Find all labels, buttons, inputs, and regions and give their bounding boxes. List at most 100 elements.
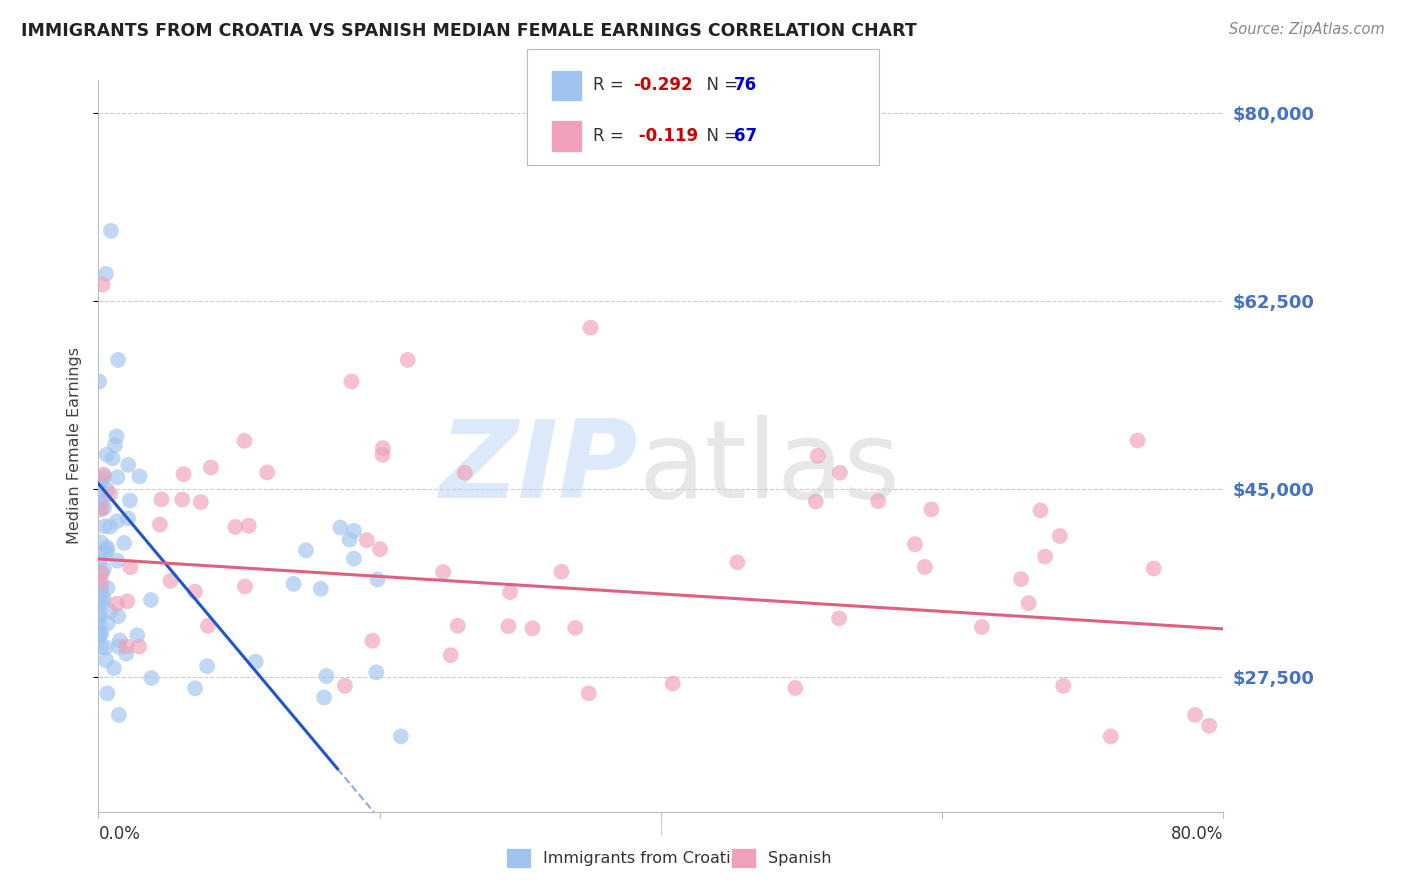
Point (100, 224, 122, 238)
Point (172, 492, 194, 507)
Point (89, 555, 111, 569)
Point (91, 467, 114, 482)
Point (89, 629, 111, 643)
Point (89, 478, 111, 492)
Point (295, 543, 318, 558)
Point (139, 593, 162, 607)
Point (197, 619, 219, 633)
Point (117, 458, 139, 472)
Point (90, 566, 112, 581)
Point (499, 585, 522, 599)
Point (90, 535, 112, 549)
Point (159, 574, 181, 588)
Point (115, 647, 138, 661)
Point (371, 448, 394, 462)
Point (105, 597, 128, 611)
Text: -0.119: -0.119 (633, 127, 697, 145)
Point (108, 707, 131, 722)
Point (149, 517, 172, 532)
Point (550, 565, 572, 579)
Point (107, 470, 129, 484)
Point (120, 560, 142, 574)
Point (970, 620, 993, 634)
Point (91, 494, 114, 508)
Text: 76: 76 (734, 76, 756, 95)
Point (94, 519, 117, 533)
Point (107, 353, 129, 368)
Point (97, 616, 120, 631)
Point (1198, 719, 1220, 733)
Point (309, 582, 332, 596)
Point (440, 648, 463, 663)
Point (920, 502, 942, 516)
Point (96, 686, 118, 700)
Point (454, 466, 477, 480)
Point (89, 501, 111, 516)
Text: Source: ZipAtlas.com: Source: ZipAtlas.com (1229, 22, 1385, 37)
Point (564, 621, 586, 635)
Point (1033, 549, 1056, 564)
Point (200, 460, 222, 475)
Point (904, 537, 927, 551)
Point (94, 545, 117, 559)
Text: Spanish: Spanish (768, 851, 831, 865)
Point (89, 489, 111, 503)
Point (89, 607, 111, 622)
Point (1029, 503, 1052, 517)
Point (312, 690, 335, 705)
Point (90, 640, 112, 654)
Point (662, 676, 685, 690)
Point (389, 730, 412, 744)
Point (184, 681, 207, 696)
Point (1099, 730, 1122, 744)
Point (96, 542, 118, 557)
Point (233, 579, 256, 593)
Point (343, 524, 366, 538)
Text: 0.0%: 0.0% (98, 824, 141, 843)
Point (90, 581, 112, 595)
Point (90, 502, 112, 516)
Point (224, 520, 246, 534)
Point (804, 494, 827, 508)
Point (96, 448, 118, 462)
Point (107, 640, 129, 654)
Point (315, 669, 337, 683)
Point (368, 542, 391, 557)
Y-axis label: Median Female Earnings: Median Female Earnings (67, 348, 83, 544)
Point (98, 519, 121, 533)
Point (366, 665, 388, 680)
Point (89, 617, 111, 632)
Point (173, 467, 195, 482)
Text: atlas: atlas (638, 415, 900, 521)
Point (117, 511, 139, 525)
Point (522, 621, 544, 635)
Point (96, 541, 118, 555)
Point (90, 566, 112, 580)
Point (914, 560, 936, 574)
Text: 80.0%: 80.0% (1171, 824, 1223, 843)
Point (96, 581, 118, 595)
Point (333, 679, 356, 693)
Text: R =: R = (593, 76, 630, 95)
Point (329, 520, 352, 534)
Point (101, 451, 124, 466)
Point (90, 575, 112, 590)
Point (371, 441, 394, 455)
Point (105, 514, 128, 528)
Point (89, 627, 111, 641)
Point (233, 434, 256, 448)
Text: ZIP: ZIP (440, 415, 638, 521)
Point (1018, 596, 1040, 610)
Point (89, 495, 111, 509)
Text: 67: 67 (734, 127, 756, 145)
Point (578, 686, 600, 700)
Point (828, 611, 851, 625)
Point (1143, 561, 1166, 575)
Point (93, 562, 115, 576)
Point (91, 595, 114, 609)
Point (579, 320, 602, 334)
Point (96, 483, 118, 497)
Text: IMMIGRANTS FROM CROATIA VS SPANISH MEDIAN FEMALE EARNINGS CORRELATION CHART: IMMIGRANTS FROM CROATIA VS SPANISH MEDIA… (21, 22, 917, 40)
Point (108, 633, 131, 648)
Point (396, 353, 419, 368)
